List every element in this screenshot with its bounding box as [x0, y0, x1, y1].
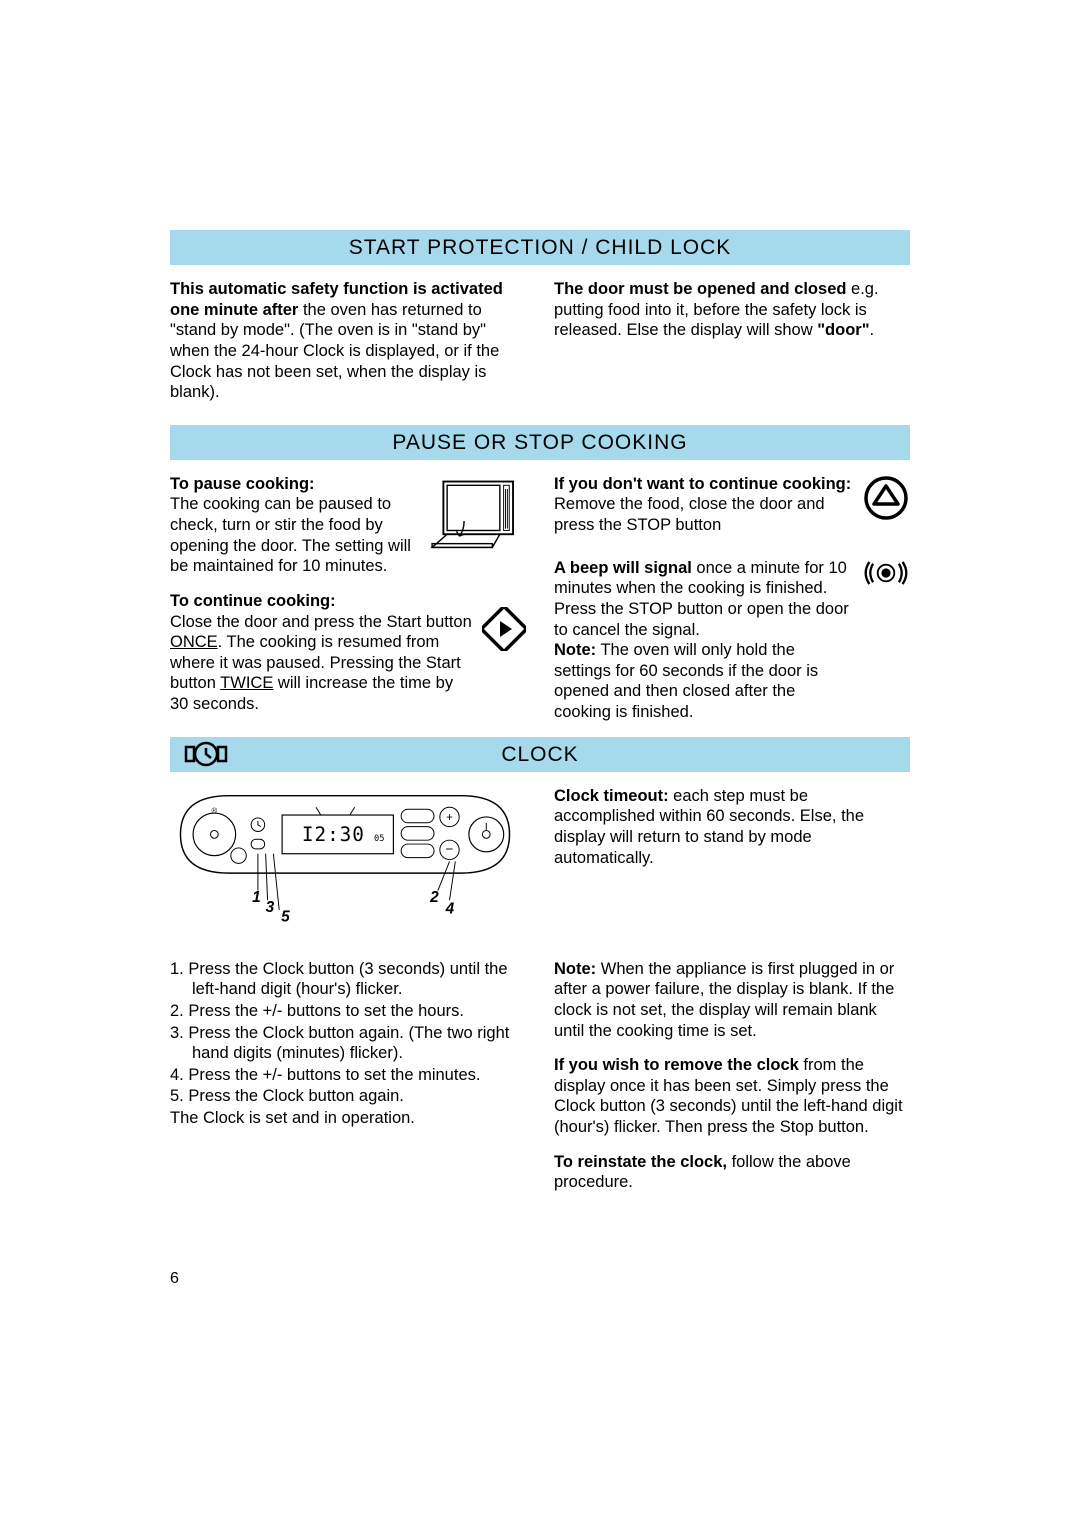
clock-timeout-col: Clock timeout: each step must be accompl…: [554, 786, 910, 959]
beep-sound-icon: [862, 558, 910, 592]
svg-text:+: +: [446, 810, 453, 823]
clock-step-2: 2. Press the +/- buttons to set the hour…: [170, 1001, 526, 1022]
continue-once: ONCE: [170, 633, 218, 651]
nocontinue-heading: If you don't want to continue cooking:: [554, 474, 852, 495]
section-header-clock: CLOCK: [170, 737, 910, 772]
start-diamond-icon: [482, 591, 526, 657]
pause-heading: To pause cooking:: [170, 474, 420, 495]
start-protection-body: This automatic safety function is activa…: [170, 279, 910, 403]
clock-remove-bold: If you wish to remove the clock: [554, 1056, 799, 1074]
clock-reinstate-bold: To reinstate the clock,: [554, 1153, 727, 1171]
control-panel-illustration: ® I2:30 05 + −: [170, 786, 520, 936]
clock-step-5: 5. Press the Clock button again.: [170, 1086, 526, 1107]
svg-text:4: 4: [445, 900, 455, 917]
svg-text:5: 5: [281, 908, 290, 925]
clock-notes-col: Note: When the appliance is first plugge…: [554, 959, 910, 1193]
page-number: 6: [170, 1270, 179, 1288]
start-protection-left: This automatic safety function is activa…: [170, 279, 526, 403]
clock-header-icon: [184, 741, 228, 772]
sp-right-door: "door": [817, 321, 869, 339]
pause-stop-right: If you don't want to continue cooking: R…: [554, 474, 910, 723]
clock-note-bold: Note:: [554, 960, 596, 978]
section-header-start-protection: START PROTECTION / CHILD LOCK: [170, 230, 910, 265]
pause-text: The cooking can be paused to check, turn…: [170, 495, 411, 575]
clock-panel-col: ® I2:30 05 + −: [170, 786, 526, 959]
clock-steps-col: 1. Press the Clock button (3 seconds) un…: [170, 959, 526, 1193]
clock-steps-tail: The Clock is set and in operation.: [170, 1108, 526, 1129]
note-bold: Note:: [554, 641, 596, 659]
sp-right-bold: The door must be opened and closed: [554, 280, 846, 298]
clock-timeout-bold: Clock timeout:: [554, 787, 669, 805]
svg-text:2: 2: [429, 889, 439, 906]
manual-page: START PROTECTION / CHILD LOCK This autom…: [0, 0, 1080, 1528]
svg-text:1: 1: [252, 889, 261, 906]
stop-circle-icon: [862, 474, 910, 528]
clock-step-4: 4. Press the +/- buttons to set the minu…: [170, 1065, 526, 1086]
clock-steps-list: 1. Press the Clock button (3 seconds) un…: [170, 959, 526, 1107]
section-header-pause-stop: PAUSE OR STOP COOKING: [170, 425, 910, 460]
continue-twice: TWICE: [220, 674, 273, 692]
microwave-door-icon: [426, 474, 526, 577]
continue-heading: To continue cooking:: [170, 591, 476, 612]
clock-note-text: When the appliance is first plugged in o…: [554, 960, 894, 1040]
sp-right-rest-b: .: [870, 321, 875, 339]
pause-stop-left: To pause cooking: The cooking can be pau…: [170, 474, 526, 723]
svg-text:3: 3: [266, 898, 275, 915]
clock-step-3: 3. Press the Clock button again. (The tw…: [170, 1023, 526, 1064]
beep-bold: A beep will signal: [554, 559, 692, 577]
svg-text:®: ®: [212, 806, 218, 815]
start-protection-right: The door must be opened and closed e.g. …: [554, 279, 910, 403]
svg-text:05: 05: [374, 834, 384, 844]
svg-text:−: −: [446, 841, 454, 856]
svg-text:I2:30: I2:30: [302, 823, 365, 846]
clock-step-1: 1. Press the Clock button (3 seconds) un…: [170, 959, 526, 1000]
nocontinue-text: Remove the food, close the door and pres…: [554, 495, 825, 534]
continue-text-a: Close the door and press the Start butto…: [170, 613, 472, 631]
pause-stop-body: To pause cooking: The cooking can be pau…: [170, 474, 910, 723]
clock-body-top: ® I2:30 05 + −: [170, 786, 910, 959]
clock-body-bottom: 1. Press the Clock button (3 seconds) un…: [170, 959, 910, 1193]
clock-header-wrap: CLOCK: [170, 737, 910, 772]
